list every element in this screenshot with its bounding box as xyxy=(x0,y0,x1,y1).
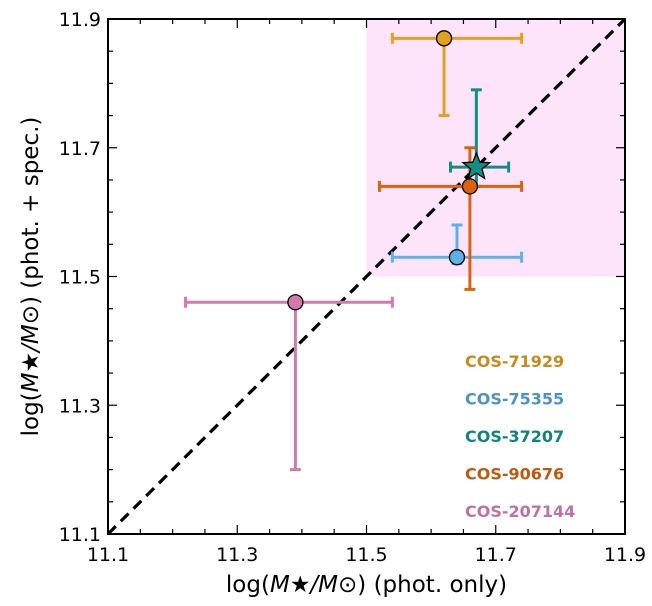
one-to-one-line xyxy=(106,17,627,536)
x-axis-label-math: M★/M⊙ xyxy=(270,572,357,598)
legend-entry: COS-207144 xyxy=(465,502,575,521)
marker-cos-207144 xyxy=(287,294,304,311)
x-axis-label: log(M★/M⊙) (phot. only) xyxy=(226,572,507,598)
y-tick-label: 11.3 xyxy=(59,395,101,417)
y-axis-label-suffix: ) (phot. + spec.) xyxy=(18,117,44,305)
y-tick-label: 11.5 xyxy=(59,267,101,289)
marker-cos-90676 xyxy=(461,178,479,195)
marker-cos-75355 xyxy=(448,249,466,266)
x-tick-label: 11.5 xyxy=(345,544,387,566)
y-axis-label: log(M★/M⊙) (phot. + spec.) xyxy=(18,117,44,437)
y-axis-label-prefix: log( xyxy=(18,392,44,436)
legend-entry: COS-37207 xyxy=(465,427,564,446)
error-bars-cos-207144 xyxy=(184,296,394,472)
legend-entry: COS-71929 xyxy=(465,352,564,371)
x-tick-label: 11.9 xyxy=(604,544,646,566)
legend-entry: COS-75355 xyxy=(465,390,564,409)
x-tick-label: 11.7 xyxy=(475,544,517,566)
legend: COS-71929 COS-75355 COS-37207 COS-90676 COS-… xyxy=(465,352,575,521)
marker-cos-37207 xyxy=(461,151,492,180)
ticks-layer: 11.1 11.3 11.5 11.7 11.9 11.1 11.3 11.5 11.7 11.9 xyxy=(59,9,646,566)
y-tick-label: 11.1 xyxy=(59,524,101,546)
markers-layer xyxy=(287,30,492,311)
x-axis-label-prefix: log( xyxy=(226,572,270,598)
legend-entry: COS-90676 xyxy=(465,465,564,484)
x-tick-label: 11.3 xyxy=(216,544,258,566)
y-tick-label: 11.9 xyxy=(59,9,101,31)
x-axis-label-suffix: ) (phot. only) xyxy=(357,572,507,598)
x-tick-label: 11.1 xyxy=(87,544,129,566)
y-tick-label: 11.7 xyxy=(59,138,101,160)
one-to-one-line-layer xyxy=(106,17,627,536)
y-axis-label-math: M★/M⊙ xyxy=(18,305,44,392)
marker-cos-71929 xyxy=(435,30,453,47)
